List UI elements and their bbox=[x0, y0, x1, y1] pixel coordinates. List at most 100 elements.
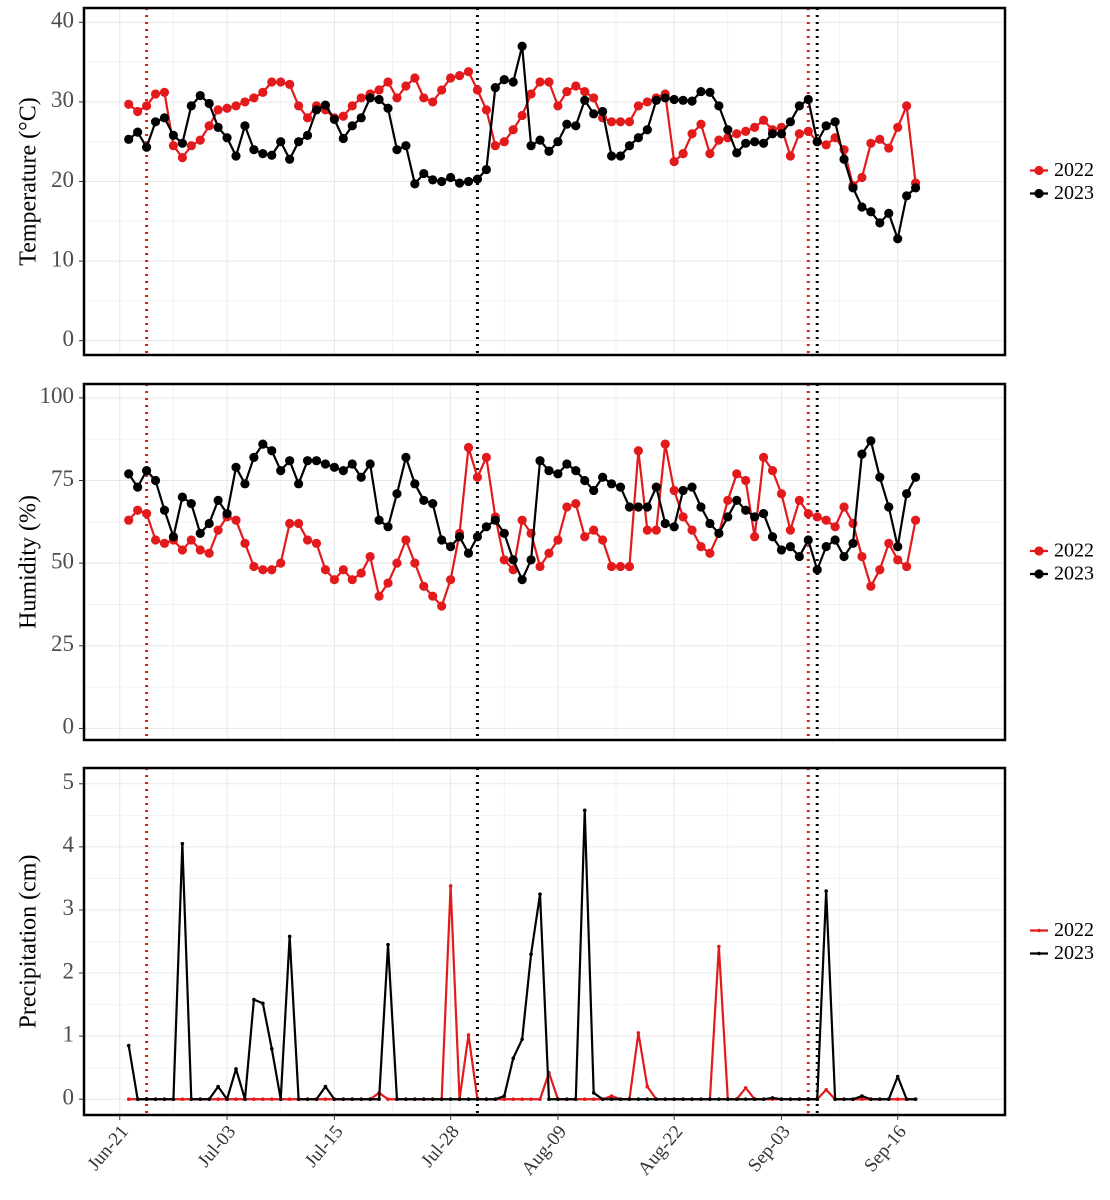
y-tick-label: 20 bbox=[51, 167, 74, 192]
data-point bbox=[723, 125, 733, 135]
data-point bbox=[529, 952, 533, 956]
data-point bbox=[526, 555, 536, 565]
data-point bbox=[785, 525, 795, 535]
x-tick-label: Aug-22 bbox=[634, 1122, 687, 1180]
data-point bbox=[222, 508, 232, 519]
data-point bbox=[374, 515, 384, 525]
data-point bbox=[508, 555, 518, 565]
data-point bbox=[803, 535, 813, 545]
data-point bbox=[562, 119, 572, 129]
data-point bbox=[717, 1097, 721, 1102]
data-point bbox=[338, 565, 348, 575]
data-point bbox=[294, 101, 304, 111]
data-point bbox=[633, 133, 643, 143]
series-line bbox=[128, 45, 917, 240]
x-tick-label: Jul-03 bbox=[194, 1122, 241, 1172]
data-point bbox=[392, 145, 402, 155]
data-point bbox=[606, 479, 617, 489]
data-point bbox=[902, 191, 912, 201]
data-point bbox=[252, 1097, 256, 1102]
data-point bbox=[681, 1097, 685, 1102]
data-point bbox=[213, 525, 223, 535]
data-point bbox=[472, 472, 483, 482]
data-point bbox=[580, 532, 590, 542]
data-point bbox=[448, 1097, 453, 1102]
data-point bbox=[338, 466, 348, 476]
data-point bbox=[446, 172, 456, 183]
data-point bbox=[374, 85, 384, 95]
data-point bbox=[812, 512, 822, 522]
y-tick-label: 1 bbox=[63, 1021, 75, 1046]
data-point bbox=[204, 548, 214, 558]
data-point bbox=[383, 578, 393, 588]
data-point bbox=[240, 121, 250, 131]
y-tick-label: 10 bbox=[51, 246, 74, 271]
data-point bbox=[669, 94, 679, 105]
data-point bbox=[767, 532, 778, 542]
data-point bbox=[582, 1097, 587, 1102]
data-point bbox=[338, 111, 348, 121]
data-point bbox=[311, 456, 322, 466]
data-point bbox=[124, 469, 134, 479]
data-point bbox=[419, 93, 429, 103]
series-line bbox=[127, 809, 916, 1101]
data-point bbox=[860, 1094, 864, 1098]
data-point bbox=[547, 1097, 551, 1102]
data-point bbox=[204, 518, 214, 529]
data-point bbox=[696, 542, 706, 552]
data-point bbox=[454, 71, 465, 81]
data-point bbox=[535, 456, 545, 466]
data-point bbox=[571, 499, 581, 509]
data-point bbox=[717, 944, 721, 949]
data-point bbox=[231, 151, 241, 161]
data-point bbox=[499, 528, 509, 539]
data-point bbox=[133, 106, 143, 117]
data-point bbox=[875, 218, 885, 228]
data-point bbox=[609, 1097, 614, 1102]
data-point bbox=[797, 1097, 802, 1102]
data-point bbox=[278, 1097, 283, 1102]
data-point bbox=[180, 1097, 185, 1102]
panel-frame bbox=[82, 6, 1007, 357]
data-point bbox=[222, 103, 232, 113]
data-point bbox=[168, 532, 179, 542]
data-point bbox=[481, 522, 491, 532]
data-point bbox=[150, 475, 161, 486]
data-point bbox=[463, 176, 474, 187]
data-point bbox=[582, 808, 587, 813]
data-point bbox=[454, 178, 465, 188]
data-point bbox=[186, 141, 196, 151]
data-point bbox=[454, 532, 465, 542]
data-point bbox=[627, 1097, 632, 1102]
data-point bbox=[320, 100, 331, 110]
data-point bbox=[446, 575, 456, 585]
data-point bbox=[356, 93, 366, 103]
data-point bbox=[186, 101, 196, 111]
data-point bbox=[475, 1097, 480, 1102]
data-point bbox=[216, 1084, 220, 1089]
data-point bbox=[538, 892, 542, 896]
data-point bbox=[884, 538, 894, 548]
data-point bbox=[141, 142, 152, 152]
data-point bbox=[302, 456, 313, 466]
data-point bbox=[869, 1097, 873, 1102]
data-point bbox=[177, 545, 187, 555]
data-point bbox=[517, 110, 527, 121]
data-point bbox=[705, 518, 715, 529]
data-point bbox=[624, 117, 635, 127]
data-point bbox=[472, 532, 483, 542]
legend-marker bbox=[1034, 546, 1044, 556]
data-point bbox=[794, 551, 804, 562]
data-point bbox=[207, 1097, 211, 1102]
data-point bbox=[589, 109, 599, 119]
data-point bbox=[466, 1097, 471, 1102]
data-point bbox=[517, 575, 527, 585]
data-point bbox=[726, 1097, 730, 1102]
data-point bbox=[276, 558, 286, 568]
data-point bbox=[893, 542, 903, 552]
data-point bbox=[589, 485, 599, 496]
x-tick-label: Jun-21 bbox=[84, 1122, 133, 1175]
data-point bbox=[758, 138, 769, 148]
data-point bbox=[267, 77, 277, 87]
